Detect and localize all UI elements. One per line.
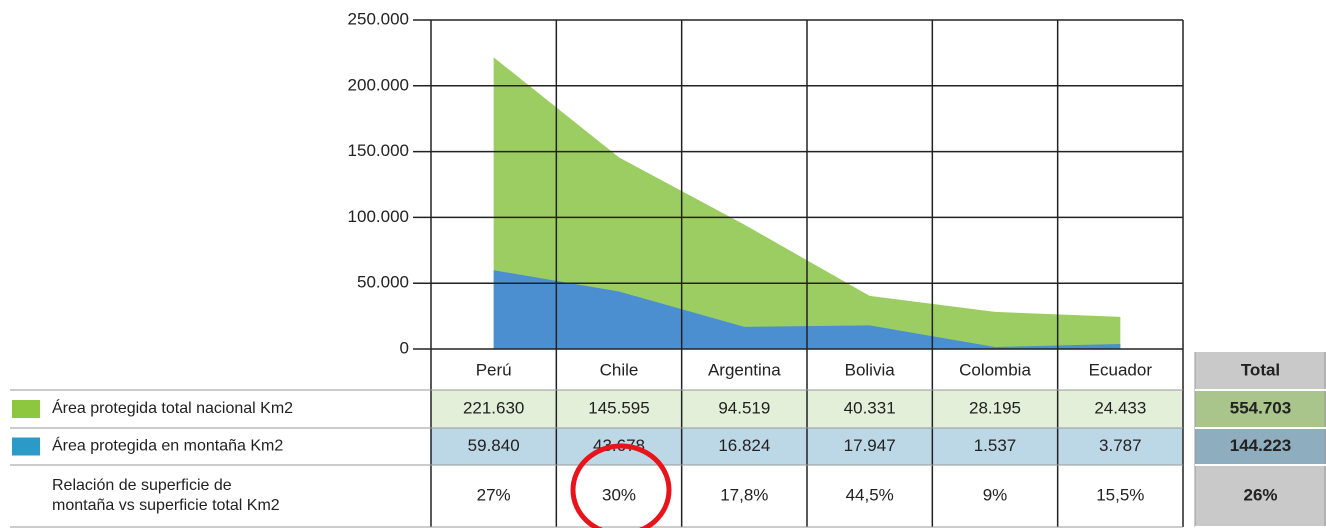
- value-label: 40.331: [844, 398, 896, 417]
- ratio-value: 27%: [477, 485, 511, 504]
- total-cell: [1195, 428, 1326, 465]
- y-tick-label: 0: [400, 338, 409, 357]
- value-label: 3.787: [1099, 436, 1142, 455]
- ratio-value: 30%: [602, 485, 636, 504]
- total-header: Total: [1241, 360, 1280, 379]
- category-label: Ecuador: [1089, 360, 1153, 379]
- ratio-label: Relación de superficie de: [52, 477, 232, 494]
- category-label: Perú: [476, 360, 512, 379]
- y-tick-label: 250.000: [348, 9, 409, 28]
- category-label: Bolivia: [845, 360, 896, 379]
- ratio-value: 9%: [983, 485, 1008, 504]
- value-label: 1.537: [974, 436, 1017, 455]
- y-tick-label: 150.000: [348, 141, 409, 160]
- y-tick-label: 200.000: [348, 75, 409, 94]
- legend-label: Área protegida total nacional Km2: [52, 398, 293, 417]
- legend-swatch: [12, 400, 40, 418]
- total-value: 26%: [1243, 485, 1277, 504]
- value-label: 17.947: [844, 436, 896, 455]
- value-label: 59.840: [468, 436, 520, 455]
- y-tick-label: 100.000: [348, 207, 409, 226]
- value-label: 94.519: [718, 398, 770, 417]
- category-label: Chile: [600, 360, 639, 379]
- legend-label: Área protegida en montaña Km2: [52, 436, 283, 455]
- value-label: 145.595: [588, 398, 649, 417]
- value-label: 24.433: [1094, 398, 1146, 417]
- value-label: 221.630: [463, 398, 524, 417]
- value-label: 28.195: [969, 398, 1021, 417]
- value-label: 16.824: [718, 436, 770, 455]
- y-tick-label: 50.000: [357, 273, 409, 292]
- total-value: 554.703: [1230, 398, 1291, 417]
- category-label: Argentina: [708, 360, 781, 379]
- total-value: 144.223: [1230, 436, 1291, 455]
- area: [493, 57, 1121, 349]
- category-label: Colombia: [959, 360, 1031, 379]
- ratio-label: montaña vs superficie total Km2: [52, 497, 280, 514]
- highlight-circle: [570, 443, 672, 528]
- ratio-value: 44,5%: [846, 485, 894, 504]
- ratio-value: 15,5%: [1096, 485, 1144, 504]
- ratio-value: 17,8%: [720, 485, 768, 504]
- total-cell: [1195, 390, 1326, 428]
- area: [493, 270, 1121, 349]
- legend-swatch: [12, 437, 40, 456]
